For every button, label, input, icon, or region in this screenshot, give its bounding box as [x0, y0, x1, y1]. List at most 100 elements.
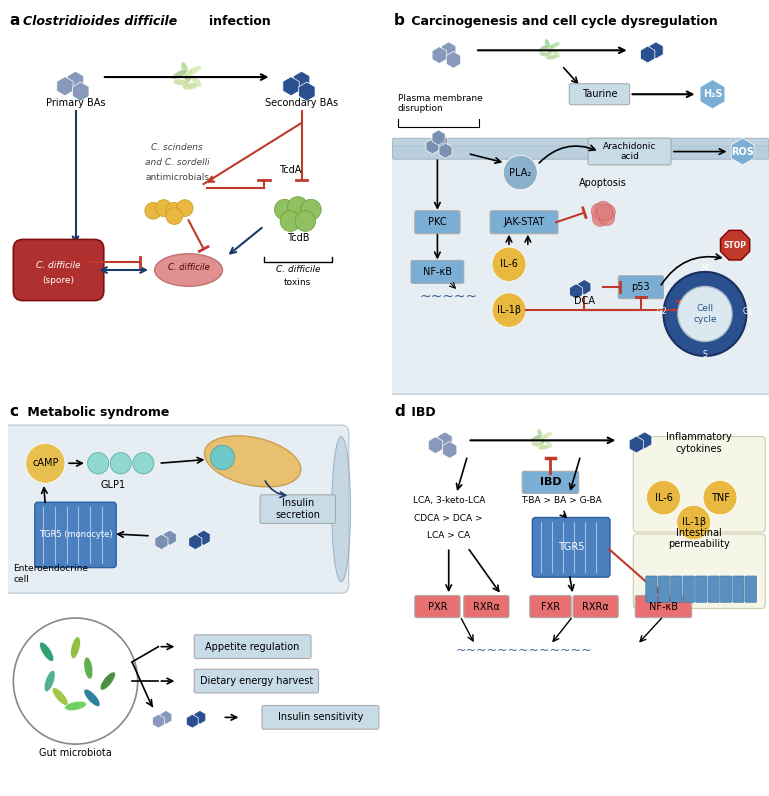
FancyBboxPatch shape: [262, 705, 379, 729]
Circle shape: [677, 287, 732, 341]
Ellipse shape: [172, 69, 187, 79]
Text: PXR: PXR: [428, 602, 447, 611]
Text: Intestinal
permeability: Intestinal permeability: [668, 528, 730, 549]
Text: C. difficile: C. difficile: [36, 261, 81, 270]
Text: ROS: ROS: [731, 146, 754, 157]
Text: Metabolic syndrome: Metabolic syndrome: [23, 405, 169, 419]
Polygon shape: [439, 143, 452, 158]
FancyBboxPatch shape: [391, 146, 769, 394]
FancyBboxPatch shape: [646, 576, 657, 603]
Ellipse shape: [548, 45, 554, 56]
Text: and C. sordelli: and C. sordelli: [145, 158, 210, 167]
Text: Arachidonic
acid: Arachidonic acid: [603, 142, 656, 162]
Text: PKC: PKC: [428, 217, 447, 227]
Polygon shape: [194, 711, 206, 724]
Text: M: M: [701, 263, 708, 273]
FancyBboxPatch shape: [695, 576, 707, 603]
Text: TGR5 (monocyte): TGR5 (monocyte): [38, 530, 112, 540]
Circle shape: [301, 199, 321, 220]
Text: Insulin
secretion: Insulin secretion: [275, 498, 321, 520]
Circle shape: [13, 618, 138, 744]
Ellipse shape: [185, 69, 193, 84]
Circle shape: [595, 201, 611, 217]
FancyBboxPatch shape: [683, 576, 694, 603]
Text: TGR5: TGR5: [558, 542, 584, 552]
Polygon shape: [629, 436, 644, 453]
FancyBboxPatch shape: [2, 425, 348, 593]
Polygon shape: [446, 52, 461, 68]
Circle shape: [177, 200, 193, 217]
Circle shape: [677, 505, 711, 540]
Text: RXRα: RXRα: [473, 602, 500, 611]
Ellipse shape: [539, 52, 551, 57]
Circle shape: [599, 209, 615, 226]
Circle shape: [211, 445, 235, 470]
FancyBboxPatch shape: [745, 576, 757, 603]
Polygon shape: [152, 714, 165, 728]
Text: IL-1β: IL-1β: [497, 305, 521, 315]
FancyBboxPatch shape: [392, 139, 769, 159]
Circle shape: [492, 247, 526, 282]
Text: NF-κB: NF-κB: [423, 267, 452, 277]
Text: Plasma membrane
disruption: Plasma membrane disruption: [398, 94, 483, 114]
Text: Primary BAs: Primary BAs: [46, 98, 105, 107]
FancyBboxPatch shape: [260, 495, 335, 524]
Ellipse shape: [531, 442, 544, 447]
Ellipse shape: [84, 657, 93, 679]
Text: IL-1β: IL-1β: [681, 517, 706, 528]
Polygon shape: [197, 530, 210, 545]
Circle shape: [504, 155, 538, 189]
Ellipse shape: [181, 62, 189, 78]
Circle shape: [647, 481, 681, 515]
Circle shape: [591, 203, 607, 219]
FancyBboxPatch shape: [195, 669, 318, 693]
FancyBboxPatch shape: [195, 635, 311, 658]
Circle shape: [166, 208, 182, 224]
Text: H₂S: H₂S: [703, 89, 722, 100]
Ellipse shape: [65, 701, 86, 711]
Text: RXRα: RXRα: [582, 602, 609, 611]
Ellipse shape: [100, 672, 115, 690]
Ellipse shape: [531, 435, 541, 442]
Circle shape: [280, 211, 301, 232]
Text: IL-6: IL-6: [500, 259, 518, 269]
Text: C. scindens: C. scindens: [151, 142, 203, 152]
Ellipse shape: [187, 66, 201, 76]
Circle shape: [600, 204, 615, 220]
Text: Gut microbiota: Gut microbiota: [39, 747, 112, 758]
Circle shape: [133, 453, 154, 474]
FancyBboxPatch shape: [464, 595, 509, 618]
FancyBboxPatch shape: [414, 211, 460, 234]
Ellipse shape: [549, 42, 560, 49]
FancyBboxPatch shape: [532, 517, 610, 577]
Text: IL-6: IL-6: [654, 493, 672, 502]
Text: TNF: TNF: [711, 493, 730, 502]
Text: C. difficile: C. difficile: [168, 263, 209, 272]
Text: b: b: [394, 14, 405, 29]
Text: TcdA: TcdA: [279, 165, 301, 174]
Polygon shape: [432, 130, 445, 145]
Ellipse shape: [155, 254, 222, 287]
Text: Secondary BAs: Secondary BAs: [265, 98, 338, 107]
FancyBboxPatch shape: [530, 595, 571, 618]
Polygon shape: [731, 139, 754, 165]
Ellipse shape: [205, 436, 301, 487]
Polygon shape: [441, 42, 456, 59]
FancyBboxPatch shape: [658, 576, 670, 603]
Text: toxins: toxins: [285, 279, 311, 287]
Polygon shape: [570, 283, 583, 299]
Ellipse shape: [544, 39, 551, 51]
Ellipse shape: [52, 688, 68, 705]
Polygon shape: [721, 230, 750, 260]
Text: cAMP: cAMP: [32, 458, 58, 468]
Polygon shape: [428, 437, 443, 454]
Text: STOP: STOP: [724, 240, 747, 250]
Polygon shape: [434, 135, 448, 150]
Ellipse shape: [538, 429, 543, 441]
Text: PLA₂: PLA₂: [509, 168, 531, 178]
Circle shape: [26, 443, 65, 483]
Text: GLP1: GLP1: [101, 480, 126, 490]
Polygon shape: [189, 534, 202, 549]
Ellipse shape: [551, 49, 561, 58]
Circle shape: [88, 453, 108, 474]
